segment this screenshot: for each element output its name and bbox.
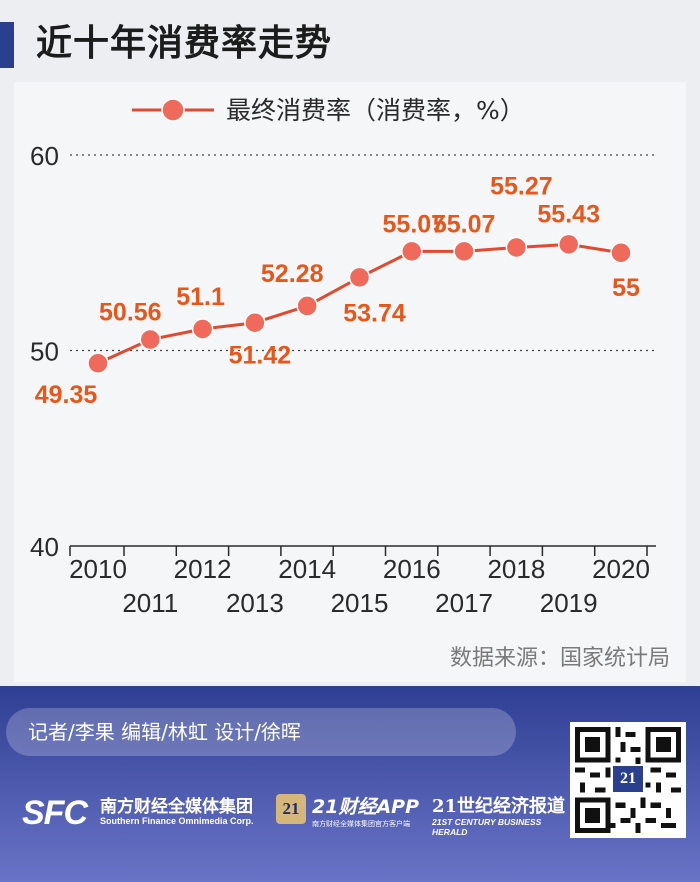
x-tick-label: 2020 [592, 554, 650, 584]
y-tick-label: 40 [30, 532, 59, 562]
data-label: 55 [612, 274, 640, 302]
publisher-logos: SFC 南方财经全媒体集团 Southern Finance Omnimedia… [0, 782, 570, 842]
x-tick-label: 2015 [331, 588, 389, 618]
data-point [139, 328, 162, 351]
chart-card: 近十年消费率走势 40 50 60 2010 2011 2012 2013 2014 2015 2… [0, 22, 686, 682]
x-tick-label: 2016 [383, 554, 441, 584]
x-tick-label: 2019 [540, 588, 598, 618]
data-label: 52.28 [261, 260, 324, 288]
data-label: 53.74 [343, 299, 406, 327]
sfc-name: 南方财经全媒体集团 [100, 797, 253, 817]
data-point [610, 242, 632, 264]
data-label: 55.07 [383, 210, 446, 238]
x-tick-label: 2017 [435, 588, 493, 618]
x-tick-label: 2010 [69, 554, 127, 584]
legend-label: 最终消费率（消费率，%） [226, 96, 525, 125]
x-tick-label: 2011 [122, 588, 178, 618]
y-tick-label: 50 [30, 337, 59, 367]
series [87, 233, 632, 374]
data-point [191, 318, 214, 340]
source-note: 数据来源：国家统计局 [449, 646, 670, 671]
data-point [348, 266, 371, 289]
grid-lines [70, 154, 656, 352]
app-subtitle: 南方财经全媒体集团官方客户端 [312, 820, 410, 828]
x-tick-label: 2018 [487, 554, 545, 584]
herald-subtitle: 21ST CENTURY BUSINESS HERALD [432, 817, 542, 837]
data-label: 51.1 [176, 283, 225, 311]
qr-code-icon [575, 727, 681, 833]
data-label: 50.56 [99, 299, 162, 327]
app-logo-icon: 21 [276, 794, 306, 824]
sfc-subtitle: Southern Finance Omnimedia Corp. [100, 816, 254, 826]
data-label: 51.42 [229, 342, 292, 370]
axes: 40 50 60 2010 2011 2012 2013 2014 2015 2016 2017 20… [30, 141, 656, 618]
legend: 最终消费率（消费率，%） [132, 96, 525, 125]
data-point [244, 311, 266, 334]
data-point [453, 240, 475, 263]
sfc-logo: SFC [22, 794, 88, 832]
page-title: 近十年消费率走势 [36, 23, 333, 64]
data-label: 49.35 [35, 381, 98, 409]
data-point [505, 236, 528, 259]
footer: 记者/李果 编辑/林虹 设计/徐晖 SFC 南方财经全媒体集团 Southern… [0, 686, 700, 882]
chart-panel [14, 82, 686, 682]
credits-bar: 记者/李果 编辑/林虹 设计/徐晖 [6, 708, 516, 756]
data-label: 55.07 [433, 210, 496, 238]
legend-marker [161, 98, 185, 122]
x-tick-label: 2012 [174, 554, 232, 584]
title-accent-bar [0, 22, 14, 68]
data-point [557, 233, 580, 256]
herald-name: 21世纪经济报道 [432, 796, 566, 817]
line-chart: 40 50 60 2010 2011 2012 2013 2014 2015 2016 2017 20… [30, 96, 656, 618]
data-point [296, 295, 318, 317]
data-point [87, 352, 109, 374]
qr-center-logo: 21 [611, 764, 645, 794]
data-label: 55.27 [490, 172, 553, 200]
data-label: 55.43 [537, 200, 600, 228]
y-tick-label: 60 [30, 141, 59, 171]
data-point [401, 240, 423, 263]
x-tick-label: 2014 [278, 554, 336, 584]
x-tick-label: 2013 [226, 588, 284, 618]
app-name: 21财经APP [312, 796, 419, 818]
